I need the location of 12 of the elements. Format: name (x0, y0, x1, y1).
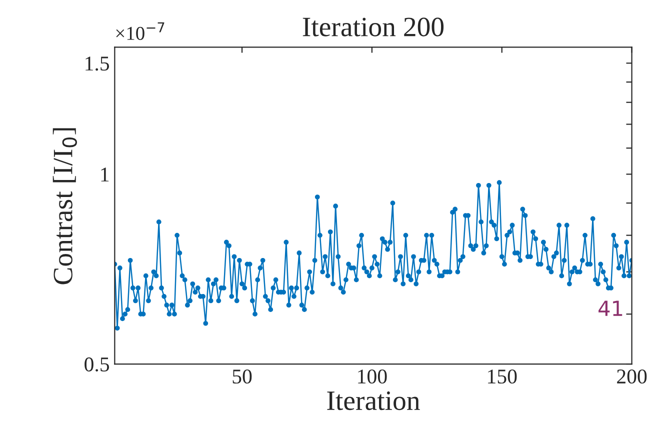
x-tick-label: 150 (488, 369, 517, 384)
x-tick-label: 100 (358, 369, 387, 384)
chart-title: Iteration 200 (302, 18, 444, 36)
y-axis-title: Contrast [I/I$_{0}$] (52, 128, 77, 284)
x-tick-label: 50 (232, 369, 252, 384)
y-tick-label: 0.5 (84, 357, 110, 372)
x-axis-title: Iteration (327, 391, 420, 410)
y-tick-label: 1 (101, 168, 109, 182)
x-tick-label: 200 (617, 369, 647, 384)
text: ×10$^{−7}$ (116, 22, 164, 40)
y-tick-label: 1.5 (86, 56, 110, 71)
annotation: 41 (598, 300, 622, 316)
